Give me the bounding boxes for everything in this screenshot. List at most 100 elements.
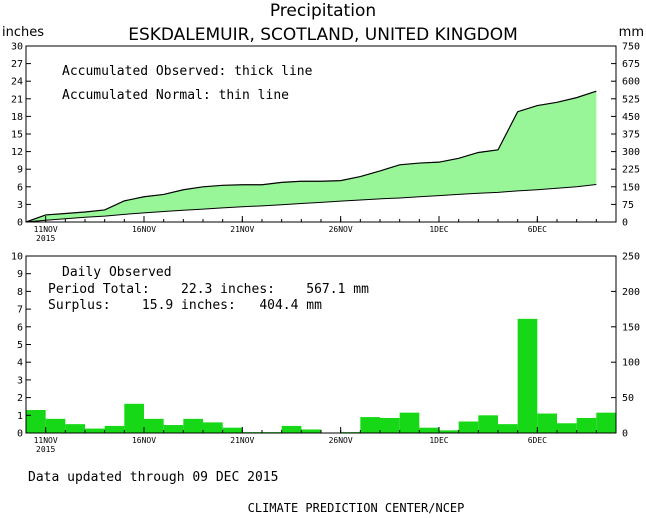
- y-tick-label: 1: [17, 411, 23, 422]
- daily-bar: [439, 430, 459, 433]
- y2-tick-label: 100: [622, 358, 640, 369]
- y-tick-label: 2: [17, 393, 23, 404]
- x-tick-label: 26NOV: [329, 436, 353, 445]
- daily-bar: [576, 417, 597, 433]
- x-tick-label: 6DEC: [528, 225, 547, 234]
- surplus-text: Surplus: 15.9 inches: 404.4 mm: [48, 298, 322, 313]
- x-tick-label: 16NOV: [132, 225, 156, 234]
- daily-bar: [85, 428, 105, 433]
- y2-tick-label: 600: [622, 77, 640, 88]
- x-tick-label: 21NOV: [230, 225, 254, 234]
- y-tick-label: 6: [17, 182, 23, 193]
- daily-bar: [478, 415, 498, 433]
- y2-tick-label: 150: [622, 182, 640, 193]
- x-tick-label: 1DEC: [429, 436, 448, 445]
- y-tick-label: 3: [17, 375, 23, 386]
- daily-bar: [537, 413, 557, 433]
- daily-bar: [458, 421, 479, 433]
- y-tick-label: 7: [17, 305, 23, 316]
- daily-bars: [26, 318, 616, 433]
- daily-bar: [124, 403, 144, 433]
- y2-tick-label: 300: [622, 147, 640, 158]
- left-unit-label: inches: [2, 25, 44, 40]
- y-tick-label: 24: [11, 77, 23, 88]
- y2-tick-label: 225: [622, 165, 640, 176]
- y-tick-label: 30: [11, 42, 23, 53]
- x-tick-year: 2015: [36, 234, 55, 243]
- credit-text: CLIMATE PREDICTION CENTER/NCEP: [248, 501, 465, 515]
- daily-bar: [45, 418, 66, 433]
- y2-tick-label: 675: [622, 59, 640, 70]
- daily-bar: [104, 425, 125, 433]
- y-tick-label: 10: [11, 252, 23, 263]
- y-tick-label: 21: [11, 94, 23, 105]
- y2-tick-label: 375: [622, 130, 640, 141]
- daily-bar: [301, 429, 321, 433]
- x-tick-label: 16NOV: [132, 436, 156, 445]
- top-panel-axes: 0369121518212427300751502253003754505256…: [11, 42, 640, 244]
- daily-observed-label: Daily Observed: [62, 265, 172, 280]
- daily-bar: [144, 418, 164, 433]
- y2-tick-label: 75: [622, 200, 634, 211]
- data-updated-text: Data updated through 09 DEC 2015: [28, 470, 278, 485]
- x-tick-label: 21NOV: [230, 436, 254, 445]
- chart-subtitle: ESKDALEMUIR, SCOTLAND, UNITED KINGDOM: [128, 25, 518, 45]
- y2-tick-label: 150: [622, 322, 640, 333]
- x-tick-label: 26NOV: [329, 225, 353, 234]
- top-panel: 0369121518212427300751502253003754505256…: [11, 42, 640, 244]
- daily-bar: [281, 425, 302, 433]
- daily-bar: [163, 425, 184, 433]
- chart-title: Precipitation: [270, 1, 376, 21]
- y-tick-label: 9: [17, 269, 23, 280]
- daily-bar: [203, 422, 223, 433]
- daily-bar: [557, 423, 577, 433]
- accumulated-fill-area: [25, 90, 597, 223]
- daily-bar: [26, 409, 46, 433]
- right-unit-label: mm: [619, 25, 644, 40]
- daily-bar: [360, 417, 380, 433]
- y2-tick-label: 250: [622, 252, 640, 263]
- observed-line: [25, 90, 597, 223]
- daily-bar: [517, 318, 538, 433]
- legend-observed: Accumulated Observed: thick line: [62, 64, 313, 79]
- y-tick-label: 0: [17, 429, 23, 440]
- y-tick-label: 3: [17, 200, 23, 211]
- x-tick-label: 6DEC: [528, 436, 547, 445]
- y-tick-label: 12: [11, 147, 23, 158]
- x-tick-label: 11NOV: [34, 225, 58, 234]
- y-tick-label: 27: [11, 59, 23, 70]
- bottom-panel-axes: 01234567891005010015020025011NOV201516NO…: [11, 252, 640, 455]
- daily-bar: [183, 418, 203, 433]
- daily-bar: [399, 412, 420, 433]
- y-tick-label: 0: [17, 218, 23, 229]
- y2-tick-label: 200: [622, 287, 640, 298]
- y2-tick-label: 0: [622, 429, 628, 440]
- y2-tick-label: 50: [622, 393, 634, 404]
- y2-tick-label: 750: [622, 42, 640, 53]
- y-tick-label: 5: [17, 340, 23, 351]
- y-tick-label: 6: [17, 322, 23, 333]
- normal-line: [25, 183, 597, 223]
- x-tick-label: 1DEC: [429, 225, 448, 234]
- daily-bar: [65, 424, 85, 433]
- period-total-text: Period Total: 22.3 inches: 567.1 mm: [48, 282, 369, 297]
- y-tick-label: 4: [17, 358, 23, 369]
- daily-bar: [596, 412, 616, 433]
- bottom-panel: 01234567891005010015020025011NOV201516NO…: [11, 252, 640, 455]
- y2-tick-label: 450: [622, 112, 640, 123]
- daily-bar: [380, 417, 400, 433]
- daily-bar: [498, 424, 518, 433]
- daily-bar: [222, 427, 243, 433]
- y2-tick-label: 0: [622, 218, 628, 229]
- daily-bar: [419, 427, 439, 433]
- y-tick-label: 15: [11, 130, 23, 141]
- x-tick-year: 2015: [36, 445, 55, 454]
- y-tick-label: 18: [11, 112, 23, 123]
- y2-tick-label: 525: [622, 94, 640, 105]
- surplus-fill: [26, 91, 597, 222]
- legend-normal: Accumulated Normal: thin line: [62, 88, 289, 103]
- y-tick-label: 9: [17, 165, 23, 176]
- y-tick-label: 8: [17, 287, 23, 298]
- x-tick-label: 11NOV: [34, 436, 58, 445]
